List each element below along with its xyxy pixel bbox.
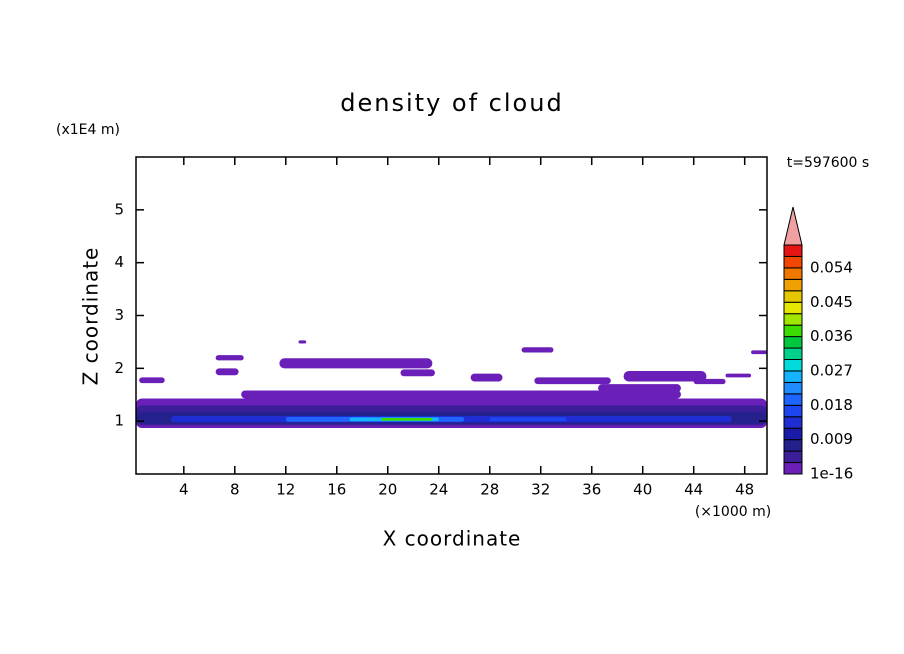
colorbar-box xyxy=(783,336,803,349)
colorbar-box xyxy=(783,450,803,464)
chart-title: density of cloud xyxy=(340,89,563,117)
colorbar-box xyxy=(783,255,803,269)
y-axis-label: Z coordinate xyxy=(79,247,103,386)
x-tick-label: 20 xyxy=(378,481,397,499)
x-tick-label: 4 xyxy=(179,481,189,499)
x-tick-label: 8 xyxy=(230,481,240,499)
colorbar-box xyxy=(783,370,803,383)
colorbar-tick-label: 0.054 xyxy=(810,258,853,276)
colorbar-box xyxy=(783,393,803,406)
colorbar-box xyxy=(783,416,803,429)
contour-region xyxy=(215,368,239,376)
colorbar-box xyxy=(783,347,803,360)
contour-region xyxy=(521,347,554,353)
colorbar-tick-label: 0.036 xyxy=(810,327,853,345)
colorbar-box xyxy=(783,290,803,303)
contour-region xyxy=(400,369,435,377)
plot-area xyxy=(136,340,767,429)
y-tick-label: 3 xyxy=(114,306,124,324)
colorbar-box xyxy=(783,324,803,338)
y-tick-label: 5 xyxy=(114,200,124,218)
contour-region xyxy=(751,350,767,355)
y-tick-label: 4 xyxy=(114,253,124,271)
contour-region xyxy=(623,370,707,382)
colorbar-box xyxy=(783,404,803,418)
contour-region xyxy=(598,384,681,393)
colorbar-tick-label: 1e-16 xyxy=(810,465,853,483)
contour-region xyxy=(298,340,307,344)
x-tick-label: 24 xyxy=(429,481,448,499)
contour-region xyxy=(215,355,244,361)
contour-region xyxy=(693,378,726,385)
x-tick-label: 12 xyxy=(276,481,295,499)
colorbar-tick-label: 0.018 xyxy=(810,396,853,414)
contour-region xyxy=(470,373,503,382)
colorbar-box xyxy=(783,267,803,280)
contour-region xyxy=(139,377,165,384)
colorbar-over xyxy=(783,206,803,246)
x-axis-label: X coordinate xyxy=(383,527,522,551)
y-unit: (x1E4 m) xyxy=(56,122,120,138)
colorbar-box xyxy=(783,381,803,395)
time-label: t=597600 s xyxy=(787,155,869,171)
colorbar-box xyxy=(783,359,803,372)
x-tick-label: 48 xyxy=(735,481,754,499)
colorbar-tick-label: 0.045 xyxy=(810,293,853,311)
y-tick-label: 1 xyxy=(114,412,124,430)
x-tick-label: 40 xyxy=(633,481,652,499)
contour-region xyxy=(241,390,681,399)
colorbar-box xyxy=(783,313,803,326)
y-tick-label: 2 xyxy=(114,359,124,377)
colorbar-box xyxy=(783,427,803,441)
colorbar-box xyxy=(783,462,803,475)
colorbar-box xyxy=(783,439,803,452)
x-tick-label: 28 xyxy=(480,481,499,499)
colorbar-tick-label: 0.009 xyxy=(810,430,853,448)
colorbar-box xyxy=(783,244,803,257)
x-tick-label: 36 xyxy=(582,481,601,499)
x-tick-label: 32 xyxy=(531,481,550,499)
x-tick-label: 16 xyxy=(327,481,346,499)
contour-region xyxy=(381,417,433,421)
colorbar-box xyxy=(783,278,803,292)
contour-region xyxy=(725,373,752,378)
x-tick-label: 44 xyxy=(684,481,703,499)
contour-region xyxy=(279,358,433,369)
x-unit: (×1000 m) xyxy=(695,504,771,520)
colorbar-box xyxy=(783,301,803,315)
contour-region xyxy=(534,377,611,385)
contour-region xyxy=(489,417,567,422)
colorbar: 1e-16 0.009 0.018 0.027 0.036 0.045 0.054 xyxy=(783,206,853,483)
colorbar-tick-label: 0.027 xyxy=(810,361,853,379)
